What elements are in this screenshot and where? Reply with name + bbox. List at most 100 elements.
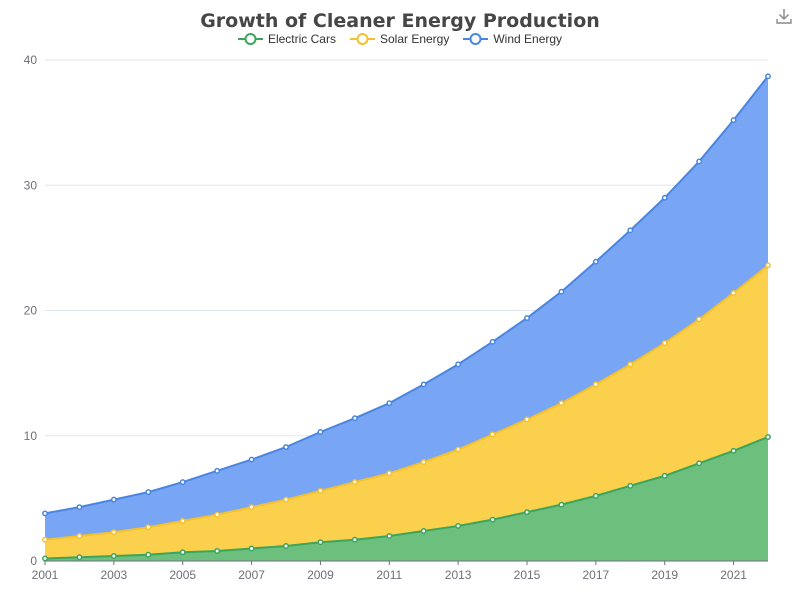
point-solar-energy-2011	[386, 470, 393, 477]
point-electric-cars-2016	[558, 501, 565, 508]
point-electric-cars-2019	[661, 472, 668, 479]
point-wind-energy-2004	[145, 489, 152, 496]
point-electric-cars-2010	[351, 536, 358, 543]
point-solar-energy-2019	[661, 340, 668, 347]
point-wind-energy-2015	[524, 315, 530, 321]
point-electric-cars-2014	[489, 516, 496, 523]
point-wind-energy-2009	[317, 429, 324, 435]
x-tick-label-2021: 2021	[720, 568, 747, 582]
point-wind-energy-2010	[351, 415, 358, 422]
y-tick-label-20: 20	[24, 304, 38, 318]
point-solar-energy-2009	[317, 487, 324, 494]
point-solar-energy-2006	[214, 511, 221, 518]
y-tick-label-0: 0	[30, 554, 37, 568]
point-electric-cars-2011	[386, 533, 393, 539]
point-electric-cars-2002	[76, 554, 83, 561]
point-electric-cars-2007	[248, 545, 255, 552]
x-tick-label-2015: 2015	[514, 568, 541, 582]
point-electric-cars-2006	[214, 548, 221, 554]
point-wind-energy-2005	[179, 479, 186, 486]
point-solar-energy-2005	[179, 517, 186, 524]
point-solar-energy-2004	[145, 524, 152, 531]
point-solar-energy-2022	[765, 262, 771, 269]
point-solar-energy-2015	[524, 416, 530, 423]
point-wind-energy-2018	[627, 227, 634, 234]
point-solar-energy-2012	[420, 459, 427, 466]
y-tick-label-40: 40	[24, 53, 38, 67]
point-electric-cars-2003	[110, 553, 117, 559]
point-electric-cars-2009	[317, 539, 324, 546]
point-wind-energy-2001	[42, 510, 48, 517]
point-solar-energy-2010	[351, 479, 358, 486]
point-electric-cars-2008	[283, 543, 289, 549]
point-electric-cars-2018	[627, 482, 634, 489]
point-electric-cars-2012	[420, 527, 427, 534]
point-solar-energy-2016	[558, 400, 565, 407]
point-electric-cars-2004	[145, 551, 152, 558]
point-electric-cars-2020	[696, 460, 703, 467]
point-electric-cars-2015	[524, 509, 530, 516]
point-solar-energy-2014	[489, 431, 496, 438]
x-tick-label-2017: 2017	[583, 568, 610, 582]
x-tick-label-2007: 2007	[238, 568, 265, 582]
point-electric-cars-2005	[179, 549, 186, 556]
x-tick-label-2009: 2009	[307, 568, 334, 582]
point-electric-cars-2022	[765, 434, 771, 440]
point-wind-energy-2007	[248, 456, 255, 463]
point-solar-energy-2021	[730, 290, 737, 296]
point-solar-energy-2001	[42, 536, 48, 543]
point-wind-energy-2002	[76, 504, 83, 511]
point-wind-energy-2016	[558, 288, 565, 295]
line-solar-energy	[44, 264, 769, 541]
line-wind-energy	[44, 75, 769, 515]
y-tick-label-30: 30	[24, 178, 38, 192]
point-wind-energy-2020	[696, 158, 703, 165]
point-wind-energy-2021	[730, 117, 737, 124]
point-electric-cars-2017	[592, 492, 599, 499]
x-tick-label-2013: 2013	[445, 568, 472, 582]
legend: Electric Cars Solar Energy Wind Energy	[0, 32, 800, 46]
x-tick-label-2001: 2001	[32, 568, 59, 582]
legend-label-electric-cars: Electric Cars	[267, 32, 336, 46]
point-solar-energy-2008	[283, 496, 289, 503]
point-wind-energy-2006	[214, 467, 221, 474]
point-wind-energy-2019	[661, 194, 668, 201]
point-wind-energy-2013	[455, 361, 462, 368]
point-electric-cars-2001	[42, 555, 48, 562]
point-solar-energy-2018	[627, 361, 634, 368]
area-electric-cars	[45, 437, 768, 561]
point-wind-energy-2014	[489, 338, 496, 345]
x-tick-label-2003: 2003	[101, 568, 128, 582]
legend-label-solar-energy: Solar Energy	[379, 32, 450, 46]
x-tick-label-2019: 2019	[651, 568, 678, 582]
legend-label-wind-energy: Wind Energy	[493, 32, 563, 46]
download-icon[interactable]	[774, 6, 794, 26]
legend-swatch-solar-energy	[349, 33, 375, 45]
point-solar-energy-2007	[248, 504, 255, 511]
point-solar-energy-2017	[592, 381, 599, 388]
point-wind-energy-2003	[110, 496, 117, 503]
line-electric-cars	[44, 436, 769, 560]
x-tick-label-2011: 2011	[376, 568, 402, 582]
point-electric-cars-2013	[455, 522, 462, 529]
legend-item-wind-energy[interactable]: Wind Energy	[463, 32, 562, 46]
point-solar-energy-2020	[696, 316, 703, 323]
point-wind-energy-2011	[386, 400, 393, 407]
point-solar-energy-2002	[76, 533, 83, 539]
chart-title: Growth of Cleaner Energy Production	[200, 10, 600, 32]
point-wind-energy-2022	[765, 73, 771, 80]
legend-swatch-electric-cars	[237, 33, 263, 45]
legend-swatch-wind-energy	[463, 33, 489, 45]
x-tick-label-2005: 2005	[169, 568, 196, 582]
area-wind-energy	[45, 76, 768, 540]
point-electric-cars-2021	[730, 447, 737, 454]
legend-item-solar-energy[interactable]: Solar Energy	[349, 32, 450, 46]
area-solar-energy	[45, 265, 768, 559]
point-solar-energy-2013	[455, 446, 462, 453]
point-wind-energy-2017	[592, 258, 599, 265]
point-solar-energy-2003	[110, 529, 117, 536]
legend-item-electric-cars[interactable]: Electric Cars	[237, 32, 336, 46]
point-wind-energy-2012	[420, 381, 427, 388]
